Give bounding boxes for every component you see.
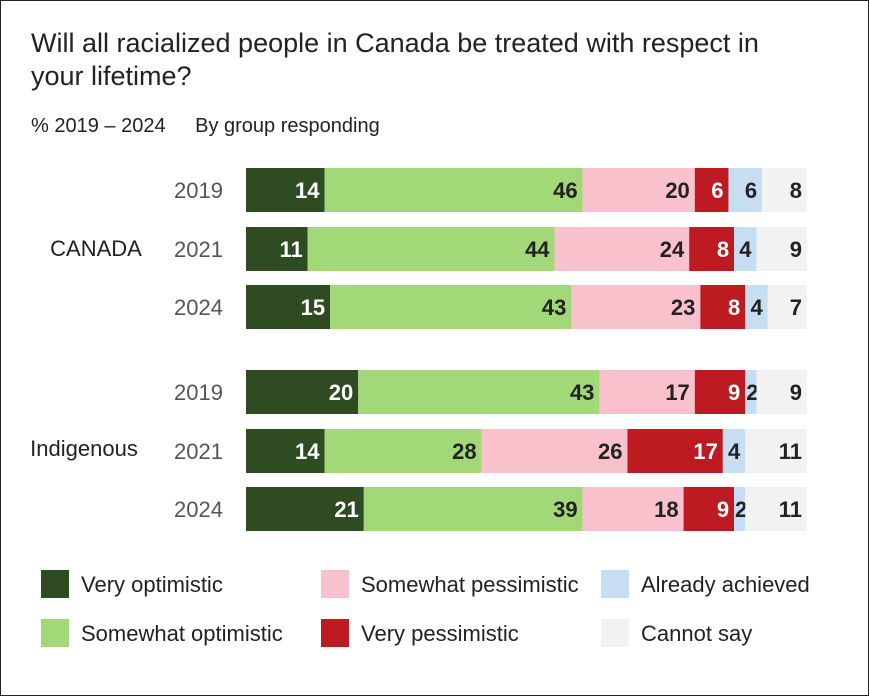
legend-label: Somewhat pessimistic [361, 572, 579, 597]
row-label: 2021 [174, 439, 223, 464]
group-label: CANADA [50, 236, 142, 261]
bar-segment [745, 487, 807, 531]
row-label: 2019 [174, 380, 223, 405]
bar-segment [683, 487, 735, 531]
bar-segment [694, 370, 746, 414]
legend-swatch [321, 570, 349, 598]
bar-segment [481, 429, 628, 473]
bar-segment [756, 227, 807, 271]
bar-segment [246, 285, 331, 329]
data-label: 7 [790, 295, 802, 320]
data-label: 43 [570, 380, 594, 405]
legend-label: Already achieved [641, 572, 810, 597]
legend-label: Very pessimistic [361, 621, 519, 646]
data-label: 4 [728, 439, 741, 464]
row-label: 2021 [174, 237, 223, 262]
data-label: 8 [790, 178, 802, 203]
subtitle-group: By group responding [195, 115, 380, 137]
data-label: 44 [525, 237, 550, 262]
bar-segment [722, 429, 746, 473]
bar-segment [246, 168, 325, 212]
data-label: 11 [779, 497, 802, 522]
data-label: 14 [295, 439, 320, 464]
bar-segment [582, 168, 695, 212]
data-label: 20 [329, 380, 353, 405]
data-label: 2 [746, 380, 758, 405]
row-label: 2024 [174, 295, 223, 320]
legend-swatch [41, 570, 69, 598]
legend-swatch [321, 619, 349, 647]
legend-swatch [601, 570, 629, 598]
row-label: 2019 [174, 178, 223, 203]
bar-segment [571, 285, 701, 329]
bar-segment [324, 168, 583, 212]
legend-swatch [41, 619, 69, 647]
data-label: 43 [542, 295, 566, 320]
bar-segment [599, 370, 695, 414]
bar-segment [734, 487, 746, 531]
bar-segment [363, 487, 583, 531]
bar-segment [700, 285, 746, 329]
legend-label: Cannot say [641, 621, 752, 646]
bar-segment [554, 227, 690, 271]
bar-segment [694, 168, 729, 212]
data-label: 24 [660, 237, 685, 262]
data-label: 9 [790, 380, 802, 405]
legend-swatch [601, 619, 629, 647]
bar-segment [324, 429, 482, 473]
row-label: 2024 [174, 497, 223, 522]
data-label: 20 [665, 178, 689, 203]
bar-segment [246, 487, 364, 531]
bar-segment [762, 168, 807, 212]
bar-segment [767, 285, 807, 329]
bar-segment [246, 370, 359, 414]
data-label: 11 [779, 439, 802, 464]
chart-title: Will all racialized people in Canada be … [31, 28, 759, 91]
legend-label: Very optimistic [81, 572, 223, 597]
bar-segment [745, 370, 757, 414]
data-label: 8 [717, 237, 729, 262]
bar-segment [307, 227, 555, 271]
bar-segment [756, 370, 807, 414]
data-label: 28 [452, 439, 476, 464]
data-label: 9 [717, 497, 729, 522]
data-label: 14 [295, 178, 320, 203]
data-label: 11 [279, 237, 302, 262]
data-label: 15 [301, 295, 325, 320]
data-label: 6 [745, 178, 757, 203]
bar-segment [358, 370, 600, 414]
bar-segment [734, 227, 757, 271]
data-label: 17 [693, 439, 717, 464]
bar-segment [627, 429, 723, 473]
data-label: 9 [728, 380, 740, 405]
bar-segment [330, 285, 572, 329]
bar-segment [745, 285, 768, 329]
data-label: 26 [598, 439, 622, 464]
data-label: 17 [665, 380, 689, 405]
bar-segment [246, 227, 308, 271]
data-label: 8 [728, 295, 740, 320]
data-label: 46 [553, 178, 577, 203]
data-label: 23 [671, 295, 695, 320]
data-label: 18 [654, 497, 678, 522]
legend-label: Somewhat optimistic [81, 621, 283, 646]
data-label: 6 [711, 178, 723, 203]
data-label: 4 [739, 237, 752, 262]
data-label: 9 [790, 237, 802, 262]
bar-segment [745, 429, 807, 473]
subtitle-range: % 2019 – 2024 [31, 115, 166, 137]
data-label: 21 [334, 497, 358, 522]
bar-segment [246, 429, 325, 473]
data-label: 2 [735, 497, 747, 522]
bar-segment [582, 487, 684, 531]
bar-segment [728, 168, 763, 212]
group-label: Indigenous [30, 436, 138, 461]
data-label: 4 [750, 295, 763, 320]
bar-segment [689, 227, 735, 271]
data-label: 39 [553, 497, 577, 522]
chart-subtitle: % 2019 – 2024 By group responding [31, 115, 404, 138]
